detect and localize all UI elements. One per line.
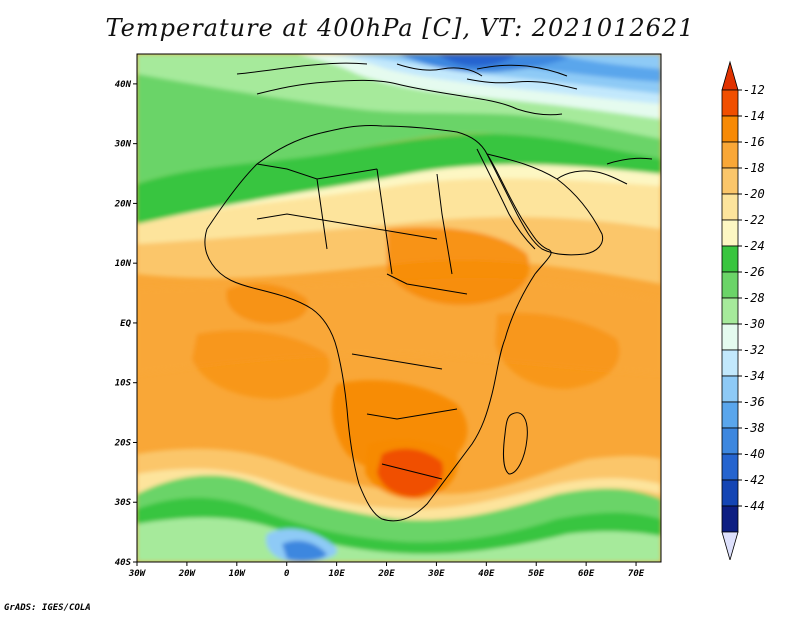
colorbar-cell bbox=[721, 193, 739, 221]
colorbar-label: -14 bbox=[743, 109, 765, 123]
lon-tick-label: 0 bbox=[284, 569, 290, 579]
lat-tick-label: EQ bbox=[120, 319, 131, 329]
colorbar-cell bbox=[721, 297, 739, 325]
lon-tick-label: 50E bbox=[528, 569, 545, 579]
longitude-ticks: 30W 20W 10W 0 10E 20E 30E 40E 50E 60E 70E bbox=[128, 562, 645, 579]
temperature-bands bbox=[137, 54, 661, 562]
lat-tick-label: 40S bbox=[115, 558, 132, 568]
colorbar-cell bbox=[721, 271, 739, 299]
colorbar-label: -32 bbox=[743, 343, 765, 357]
colorbar-label: -12 bbox=[743, 83, 765, 97]
temperature-map[interactable] bbox=[137, 54, 661, 562]
colorbar-cells bbox=[721, 60, 739, 560]
map-title: Temperature at 400hPa [C], VT: 202101262… bbox=[105, 14, 695, 42]
colorbar-labels: -12 -14 -16 -18 -20 -22 -24 -26 -28 -30 -32 -34 -36 -… bbox=[738, 83, 765, 513]
lat-tick-label: 30S bbox=[114, 498, 132, 508]
colorbar-cell bbox=[721, 141, 739, 169]
lon-tick-label: 20W bbox=[178, 569, 197, 579]
lon-tick-label: 30E bbox=[427, 569, 445, 579]
colorbar-cell bbox=[721, 505, 739, 533]
colorbar-cell bbox=[721, 479, 739, 507]
colorbar-bottom-arrow bbox=[721, 531, 739, 560]
lat-tick-label: 30N bbox=[114, 140, 132, 150]
lon-tick-label: 40E bbox=[478, 569, 495, 579]
colorbar-label: -44 bbox=[743, 499, 765, 513]
colorbar-cell bbox=[721, 245, 739, 273]
colorbar-cell bbox=[721, 375, 739, 403]
lat-tick-label: 10N bbox=[115, 259, 132, 269]
colorbar: -12 -14 -16 -18 -20 -22 -24 -26 -28 -30 -32 -34 -36 -… bbox=[721, 60, 765, 560]
colorbar-cell bbox=[721, 89, 739, 117]
temperature-field bbox=[137, 54, 661, 562]
colorbar-cell bbox=[721, 167, 739, 195]
colorbar-label: -34 bbox=[743, 369, 765, 383]
lon-tick-label: 30W bbox=[128, 569, 147, 579]
credit-label: GrADS: IGES/COLA bbox=[4, 603, 91, 613]
colorbar-cell bbox=[721, 427, 739, 455]
lat-tick-label: 20S bbox=[114, 438, 132, 448]
lon-tick-label: 60E bbox=[578, 569, 595, 579]
colorbar-label: -16 bbox=[743, 135, 765, 149]
colorbar-label: -42 bbox=[743, 473, 765, 487]
colorbar-top-arrow bbox=[721, 60, 739, 91]
colorbar-label: -28 bbox=[743, 291, 765, 305]
lon-tick-label: 20E bbox=[377, 569, 395, 579]
colorbar-label: -26 bbox=[743, 265, 765, 279]
colorbar-cell bbox=[721, 115, 739, 143]
colorbar-cell bbox=[721, 219, 739, 247]
lat-tick-label: 20N bbox=[114, 199, 132, 209]
colorbar-label: -24 bbox=[743, 239, 765, 253]
colorbar-label: -20 bbox=[743, 187, 765, 201]
colorbar-cell bbox=[721, 401, 739, 429]
lon-tick-label: 10E bbox=[328, 569, 345, 579]
colorbar-cell bbox=[721, 323, 739, 351]
colorbar-cell bbox=[721, 453, 739, 481]
colorbar-label: -40 bbox=[743, 447, 765, 461]
colorbar-label: -36 bbox=[743, 395, 765, 409]
colorbar-cell bbox=[721, 349, 739, 377]
colorbar-label: -30 bbox=[743, 317, 765, 331]
colorbar-label: -22 bbox=[743, 213, 765, 227]
lat-tick-label: 40N bbox=[115, 80, 132, 90]
colorbar-label: -18 bbox=[743, 161, 765, 175]
lat-tick-label: 10S bbox=[115, 379, 132, 389]
lon-tick-label: 70E bbox=[628, 569, 645, 579]
lon-tick-label: 10W bbox=[229, 569, 247, 579]
colorbar-label: -38 bbox=[743, 421, 765, 435]
latitude-ticks: 40N 30N 20N 10N EQ 10S 20S 30S 40S bbox=[114, 80, 137, 568]
